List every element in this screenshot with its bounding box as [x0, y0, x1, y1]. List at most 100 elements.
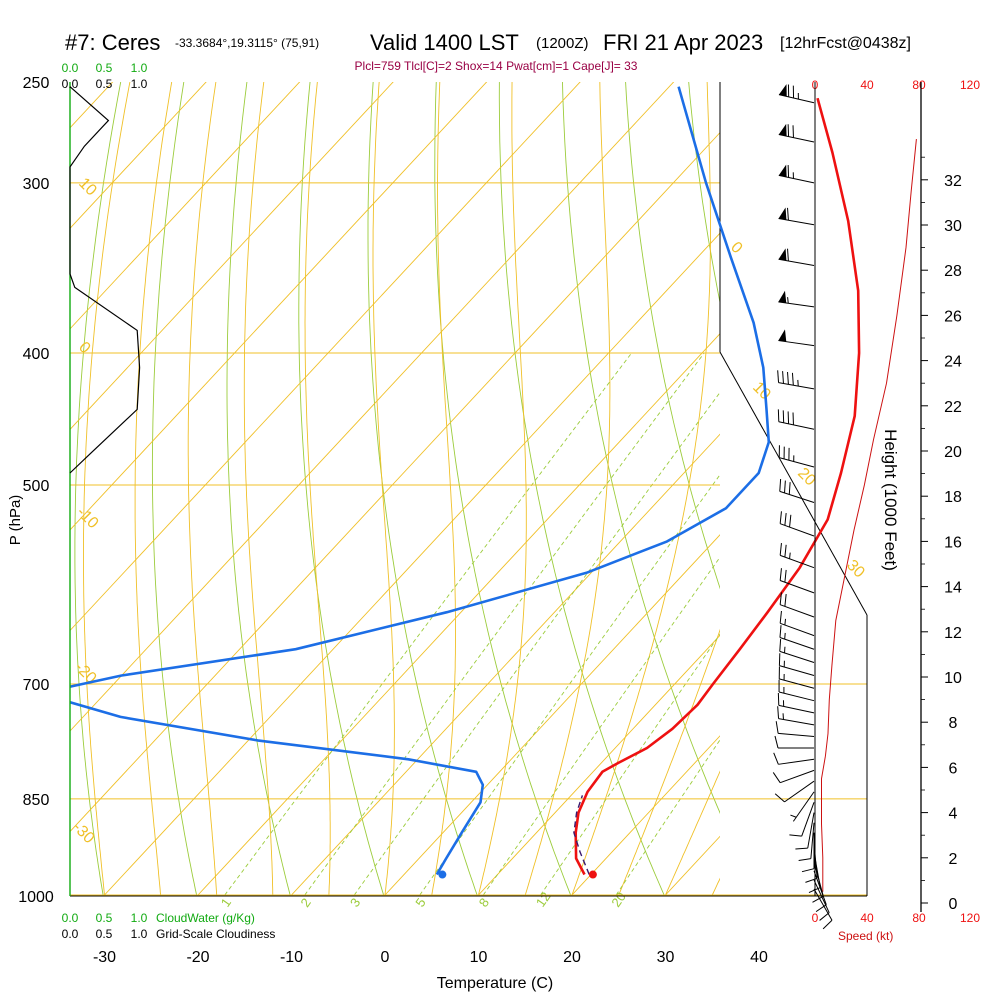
wind-barb	[780, 543, 814, 568]
wind-barb-staff	[779, 422, 814, 429]
dry-adiabat	[688, 75, 945, 895]
mixing-ratio-line	[354, 353, 749, 895]
wind-barb-full	[775, 736, 778, 748]
wind-barb-full	[788, 372, 789, 384]
speed-tick-bottom: 40	[860, 911, 874, 925]
wind-barb	[779, 667, 814, 689]
wind-barb-full	[776, 721, 778, 733]
mixing-ratio-label: 3	[347, 895, 363, 910]
cloudwater-tick-top: 0.0	[62, 61, 79, 75]
cloudiness-tick-bottom: 0.5	[96, 927, 113, 941]
pressure-tick-label: 850	[23, 792, 50, 809]
wind-barb	[778, 370, 814, 389]
cloudwater-tick-bottom: 0.5	[96, 911, 113, 925]
wind-barb-full	[788, 208, 789, 220]
wind-barb-full	[790, 515, 791, 527]
height-tick-label: 2	[949, 851, 958, 868]
wind-barb	[795, 813, 814, 849]
wind-barb-full	[785, 570, 786, 582]
wind-barb	[778, 329, 814, 345]
wind-barb	[779, 84, 814, 103]
zulu-time: (1200Z)	[536, 35, 589, 52]
wind-barb-half	[790, 553, 791, 559]
station-title: #7: Ceres	[65, 30, 160, 55]
wind-barb-staff	[779, 666, 814, 676]
wind-barb-full	[775, 794, 784, 802]
wind-barb-full	[780, 543, 781, 555]
wind-barb-staff	[779, 175, 814, 182]
cloudiness-tick-bottom: 0.0	[62, 927, 79, 941]
mixing-ratio-line	[305, 353, 704, 895]
height-tick-label: 22	[944, 399, 962, 416]
wind-barb-full	[799, 859, 811, 861]
wind-barb-staff	[780, 555, 814, 567]
cloudiness-profile	[70, 87, 140, 473]
valid-date: FRI 21 Apr 2023	[603, 30, 763, 55]
dry-adiabat	[751, 75, 1000, 895]
wind-barb-staff	[779, 135, 814, 142]
cloudwater-tick-bottom: 0.0	[62, 911, 79, 925]
dewpoint-line	[51, 87, 769, 875]
wind-barb-full	[778, 370, 779, 382]
height-tick-label: 16	[944, 534, 962, 551]
valid-time: Valid 1400 LST	[370, 30, 519, 55]
wind-barb-staff	[780, 524, 814, 536]
wind-barb-full	[785, 513, 786, 525]
wind-barb-staff	[779, 458, 814, 467]
cloudiness-tick-top: 1.0	[131, 77, 148, 91]
wind-barb-full	[802, 869, 814, 872]
wind-barb	[779, 248, 814, 265]
height-tick-label: 18	[944, 489, 962, 506]
wind-barb-full	[785, 545, 786, 557]
wind-barb-flag	[779, 165, 787, 177]
pressure-tick-label: 500	[23, 478, 50, 495]
height-tick-label: 28	[944, 263, 962, 280]
wind-barb-full	[785, 594, 786, 606]
wind-barb-staff	[779, 383, 814, 389]
isotherm	[853, 75, 1000, 895]
wind-barb-full	[823, 920, 832, 929]
height-tick-label: 10	[944, 670, 962, 687]
wind-barb	[774, 753, 814, 764]
wind-barb-full	[780, 479, 781, 491]
wind-barb-full	[780, 625, 781, 637]
wind-barb	[780, 639, 814, 662]
isotherm	[759, 75, 1000, 895]
wind-barb-flag	[779, 248, 787, 260]
wind-barb	[779, 680, 814, 701]
temperature-tick-label: -20	[186, 949, 209, 966]
temperature-tick-label: 30	[657, 949, 675, 966]
wind-barb-flag	[779, 124, 787, 136]
wind-barb	[779, 445, 814, 467]
height-tick-label: 0	[949, 896, 958, 913]
isotherm-label: -10	[73, 504, 101, 532]
temperature-surface-marker	[589, 871, 597, 879]
pressure-tick-label: 250	[23, 75, 50, 92]
wind-barb-staff	[779, 692, 814, 701]
wind-barb	[775, 736, 814, 748]
wind-barb-flag	[778, 291, 786, 303]
wind-barb	[778, 409, 814, 429]
wind-barb-full	[780, 568, 781, 580]
mixing-ratio-line	[616, 353, 985, 895]
temperature-tick-label: 40	[750, 949, 768, 966]
cloudiness-tick-bottom: 1.0	[131, 927, 148, 941]
wind-barb	[780, 625, 814, 649]
station-coords: -33.3684°,19.3115° (75,91)	[175, 36, 319, 50]
wind-barb-staff	[780, 491, 814, 502]
height-tick-label: 4	[949, 806, 958, 823]
isotherm-label: 0	[75, 339, 93, 357]
forecast-info: [12hrFcst@0438z]	[780, 35, 911, 52]
sounding-indices: Plcl=759 Tlcl[C]=2 Shox=14 Pwat[cm]=1 Ca…	[355, 59, 638, 73]
temperature-tick-label: 20	[563, 949, 581, 966]
speed-axis-title: Speed (kt)	[838, 929, 893, 943]
wind-barb-flag	[778, 329, 786, 341]
height-tick-label: 24	[944, 354, 962, 371]
wind-barb-staff	[780, 770, 814, 782]
pressure-axis-title: P (hPa)	[7, 495, 24, 546]
sounding-profiles	[51, 87, 860, 879]
cloudwater-label: CloudWater (g/Kg)	[156, 911, 255, 925]
mixing-ratio-line	[420, 353, 808, 895]
